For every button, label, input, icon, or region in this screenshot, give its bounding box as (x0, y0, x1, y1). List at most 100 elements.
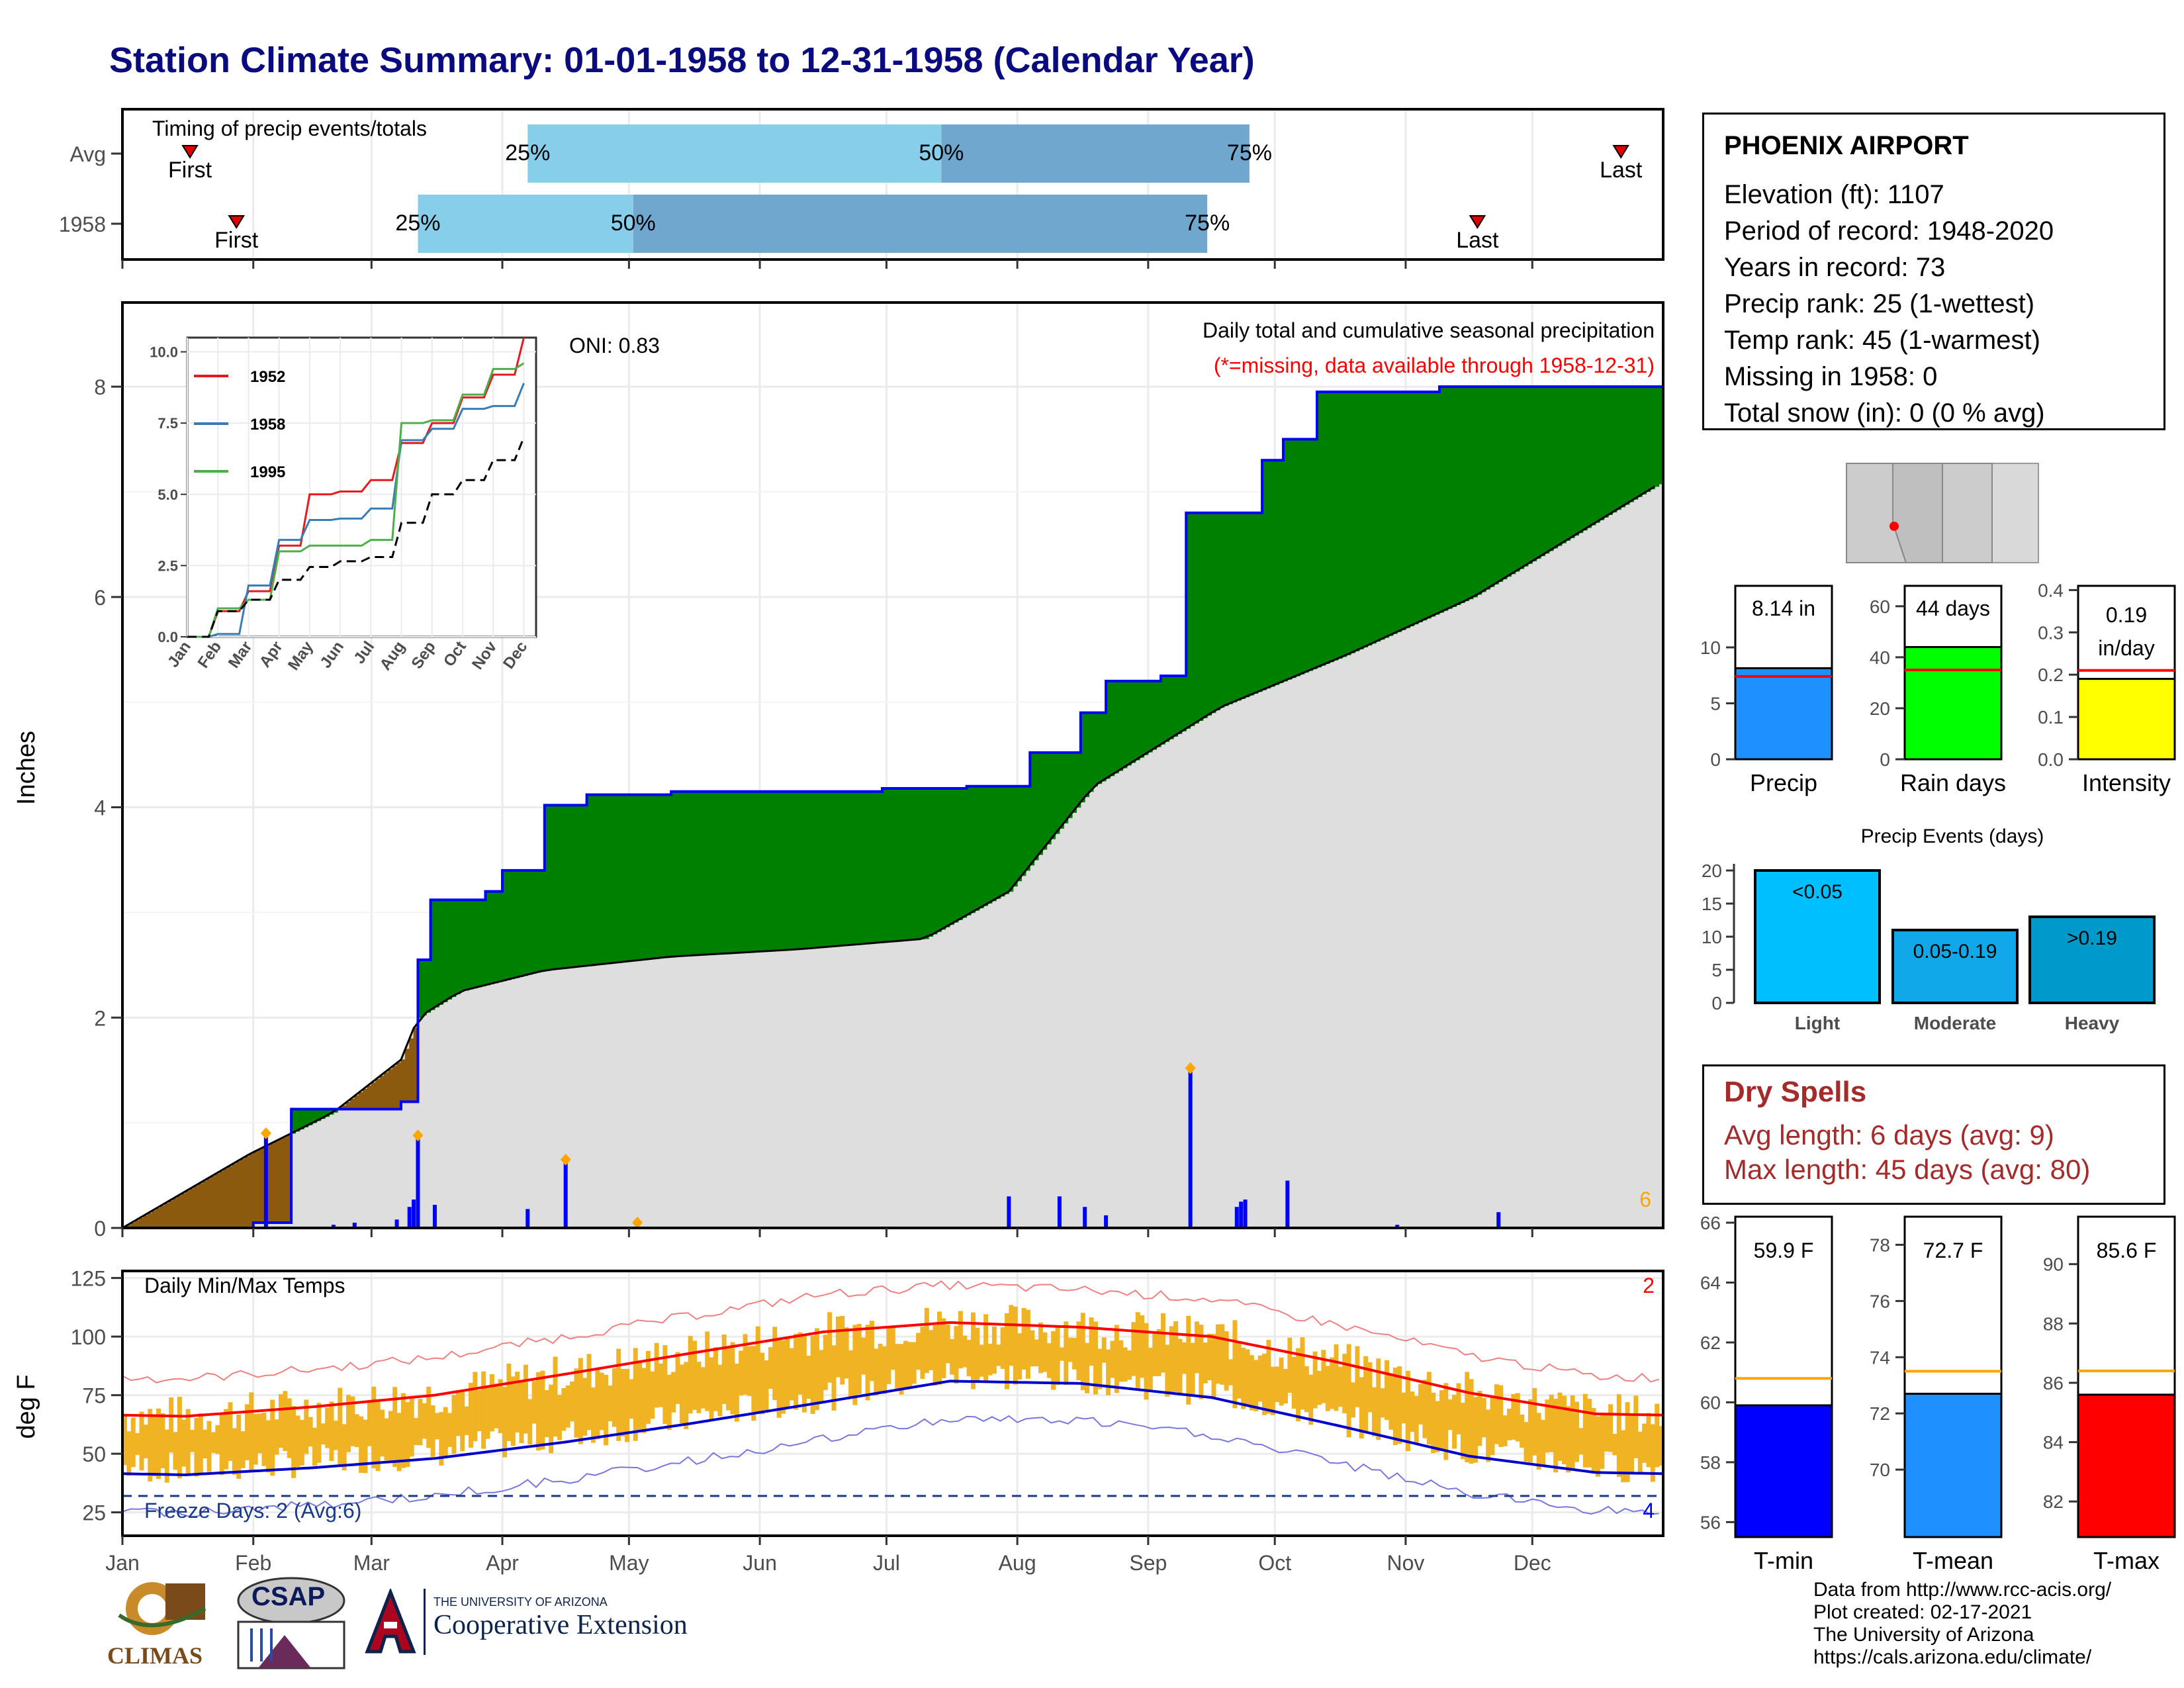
temp-daily-range (409, 1398, 414, 1457)
temp-daily-range (1224, 1331, 1229, 1391)
precip-daily-bar (263, 1133, 268, 1228)
temp-daily-range (1553, 1399, 1559, 1473)
inset-legend-label: 1952 (250, 368, 285, 386)
precip-panel-border (121, 301, 1664, 1229)
tmean-label: T-mean (1913, 1547, 1993, 1574)
temp-daily-range (604, 1374, 609, 1446)
dry-spells-box: Dry Spells Avg length: 6 days (avg: 9) M… (1702, 1064, 2165, 1205)
temp-daily-range (278, 1394, 283, 1448)
credit-line: The University of Arizona (1813, 1624, 2034, 1646)
csap-logo: CSAP (232, 1575, 351, 1675)
temp-daily-range (1030, 1330, 1035, 1367)
dry-spells-avg: Avg length: 6 days (avg: 9) (1724, 1119, 2054, 1150)
temp-y-axis-label: deg F (13, 1374, 40, 1438)
temp-daily-range (1498, 1385, 1504, 1447)
raindays-value-label: 44 days (1916, 596, 1990, 620)
temp-bar-y-tick-label: 70 (1870, 1460, 1890, 1480)
timing-last-label: Last (1600, 158, 1643, 183)
temp-daily-range (1195, 1321, 1200, 1374)
precip-events-bar-label: <0.05 (1792, 881, 1843, 903)
tmax-value-label: 85.6 F (2097, 1239, 2157, 1262)
inset-y-tick-label: 5.0 (158, 487, 178, 503)
temp-daily-range (1612, 1434, 1617, 1456)
temp-daily-range (219, 1415, 224, 1476)
temp-daily-range (257, 1413, 263, 1454)
temp-daily-range (840, 1315, 845, 1385)
temp-daily-range (1211, 1334, 1216, 1398)
summary-bar (1734, 667, 1833, 761)
temp-daily-range (1600, 1414, 1605, 1470)
precip-daily-marker (560, 1153, 571, 1166)
inset-y-tick-label: 2.5 (158, 557, 178, 574)
precip-y-tick-label: 0 (94, 1217, 106, 1241)
credits: Data from http://www.rcc-acis.org/ Plot … (1813, 1579, 2111, 1669)
temp-daily-range (1608, 1404, 1614, 1452)
temp-daily-range (578, 1358, 583, 1444)
temp-daily-range (1207, 1333, 1212, 1380)
precip-daily-bar (352, 1223, 357, 1228)
summary-y-tick-label: 0 (1710, 749, 1721, 770)
temp-daily-range (991, 1326, 997, 1374)
temp-daily-range (739, 1350, 744, 1395)
temp-daily-range (299, 1419, 304, 1466)
temp-daily-range (920, 1326, 925, 1380)
temp-daily-range (544, 1389, 549, 1438)
temp-daily-range (439, 1412, 444, 1466)
month-tick-label: Jun (743, 1551, 777, 1575)
temp-daily-range (962, 1335, 968, 1368)
summary-bar (1903, 645, 2003, 761)
station-location-dot (1889, 522, 1899, 531)
temp-daily-range (1524, 1422, 1529, 1462)
credit-line: https://cals.arizona.edu/climate/ (1813, 1646, 2092, 1668)
precip-daily-bar (563, 1159, 568, 1228)
month-tick-label: May (609, 1551, 649, 1575)
temp-daily-range (1371, 1387, 1377, 1436)
temp-daily-range (797, 1332, 803, 1395)
tmin-value-label: 59.9 F (1754, 1239, 1814, 1262)
precip-events-category: Heavy (2065, 1013, 2120, 1033)
temp-daily-range (363, 1419, 368, 1474)
timing-first-label: First (168, 158, 212, 183)
precip-cumulative-line (122, 371, 1664, 1229)
events-y-tick-label: 15 (1702, 894, 1722, 914)
temp-daily-range (1490, 1395, 1495, 1456)
month-tick-label: Apr (486, 1551, 519, 1575)
temp-daily-range (152, 1415, 157, 1477)
temp-daily-range (295, 1415, 300, 1467)
temp-daily-range (1009, 1305, 1014, 1366)
temp-daily-range (489, 1374, 494, 1432)
temp-daily-range (1460, 1403, 1465, 1460)
precip-daily-bar (1234, 1207, 1239, 1228)
temp-daily-range (1376, 1358, 1381, 1440)
csap-logo-text: CSAP (251, 1582, 326, 1611)
temp-bar-y-tick-label: 62 (1700, 1333, 1721, 1353)
temp-daily-range (1481, 1397, 1486, 1438)
temp-daily-range (177, 1397, 182, 1479)
temp-daily-range (1055, 1325, 1060, 1385)
inset-y-tick-label: 0.0 (158, 629, 178, 645)
temp-daily-range (244, 1404, 250, 1460)
temp-daily-range (1621, 1430, 1626, 1483)
temp-bar-y-tick-label: 72 (1870, 1403, 1890, 1424)
temp-daily-range (1655, 1403, 1660, 1468)
dry-spells-max: Max length: 45 days (avg: 80) (1724, 1154, 2091, 1185)
temp-daily-range (751, 1346, 756, 1421)
precip-events-bar-label: 0.05-0.19 (1913, 941, 1997, 962)
temp-daily-range (1346, 1344, 1351, 1438)
temp-daily-range (1646, 1413, 1651, 1468)
temp-daily-range (396, 1413, 402, 1472)
temp-daily-range (1215, 1324, 1220, 1384)
temp-daily-range (333, 1421, 338, 1450)
temp-daily-range (1447, 1399, 1453, 1430)
credit-line: Plot created: 02-17-2021 (1813, 1601, 2032, 1623)
temp-daily-range (941, 1318, 946, 1378)
tmean-bar (1903, 1392, 2003, 1538)
temp-daily-range (1532, 1387, 1537, 1456)
precip-daily-bar (1239, 1201, 1244, 1228)
temp-daily-range (1114, 1325, 1119, 1393)
temp-daily-range (1304, 1366, 1309, 1413)
temp-daily-range (1199, 1325, 1204, 1399)
temp-daily-range (1283, 1369, 1288, 1404)
temp-daily-range (1334, 1344, 1339, 1411)
temp-daily-range (1650, 1424, 1655, 1482)
